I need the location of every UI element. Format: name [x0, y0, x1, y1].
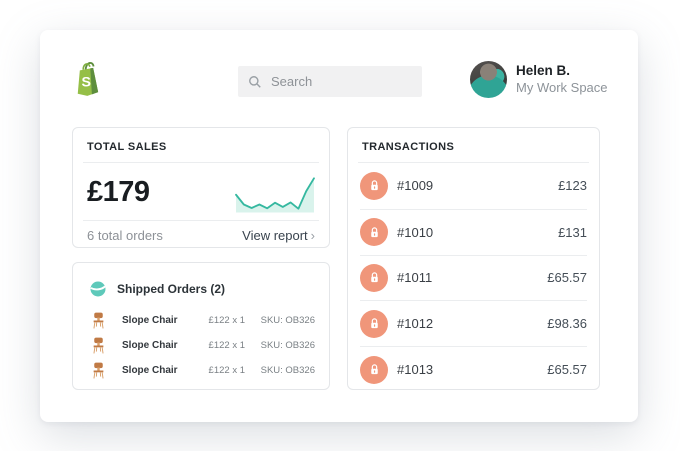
- lock-icon: [370, 272, 378, 283]
- total-orders-label: 6 total orders: [87, 228, 163, 243]
- transaction-id: #1009: [397, 178, 434, 194]
- divider: [83, 162, 319, 163]
- transaction-row[interactable]: #1011 £65.57: [360, 254, 587, 301]
- search-icon: [249, 75, 261, 88]
- total-sales-card: TOTAL SALES £179 6 total orders View rep…: [72, 127, 330, 248]
- transaction-id: #1010: [397, 224, 434, 240]
- transaction-row[interactable]: #1010 £131: [360, 208, 587, 255]
- chair-icon: [93, 337, 104, 354]
- user-name: Helen B.: [516, 62, 571, 78]
- lock-badge: [360, 218, 388, 247]
- shipped-order-row[interactable]: Slope Chair £122 x 1 SKU: OB326: [73, 333, 329, 358]
- product-price: £122 x 1: [208, 340, 245, 351]
- total-sales-amount: £179: [87, 176, 150, 208]
- lock-icon: [370, 364, 378, 375]
- shipped-order-row[interactable]: Slope Chair £122 x 1 SKU: OB326: [73, 358, 329, 383]
- lock-badge: [360, 309, 388, 338]
- product-name: Slope Chair: [122, 340, 178, 351]
- user-avatar[interactable]: [470, 61, 507, 98]
- user-workspace: My Work Space: [516, 79, 608, 95]
- transaction-id: #1013: [397, 362, 434, 378]
- view-report-link[interactable]: View report ›: [242, 228, 315, 243]
- lock-badge: [360, 263, 388, 292]
- shipped-sphere-icon: [90, 281, 106, 297]
- product-sku: SKU: OB326: [260, 340, 315, 351]
- lock-icon: [370, 318, 378, 329]
- transaction-amount: £65.57: [547, 362, 587, 378]
- transaction-amount: £98.36: [547, 316, 587, 332]
- total-sales-title: TOTAL SALES: [87, 141, 167, 153]
- product-name: Slope Chair: [122, 365, 178, 376]
- lock-icon: [370, 180, 378, 191]
- shipped-order-row[interactable]: Slope Chair £122 x 1 SKU: OB326: [73, 308, 329, 333]
- chair-icon: [93, 362, 104, 379]
- shipped-orders-card: Shipped Orders (2) Slope Chair £122 x 1 …: [72, 262, 330, 390]
- transactions-title: TRANSACTIONS: [362, 141, 455, 153]
- search-box[interactable]: [238, 66, 422, 97]
- product-sku: SKU: OB326: [260, 365, 315, 376]
- divider: [358, 162, 589, 163]
- product-sku: SKU: OB326: [260, 315, 315, 326]
- product-name: Slope Chair: [122, 315, 178, 326]
- divider: [83, 220, 319, 221]
- lock-badge: [360, 171, 388, 200]
- transaction-amount: £65.57: [547, 270, 587, 286]
- product-price: £122 x 1: [208, 315, 245, 326]
- shipped-orders-title: Shipped Orders (2): [117, 282, 226, 296]
- dashboard-panel: S Helen B. My Work Space TOTAL SALES £17…: [40, 30, 638, 422]
- transaction-row[interactable]: #1012 £98.36: [360, 300, 587, 346]
- lock-icon: [370, 227, 378, 237]
- lock-badge: [360, 355, 388, 384]
- chair-icon: [93, 312, 104, 329]
- svg-text:S: S: [82, 75, 91, 91]
- transaction-row[interactable]: #1009 £123: [360, 163, 587, 209]
- transaction-id: #1011: [397, 270, 433, 286]
- search-input[interactable]: [271, 74, 412, 89]
- shopify-logo-icon[interactable]: S: [74, 60, 104, 100]
- transaction-amount: £131: [558, 224, 587, 240]
- transaction-amount: £123: [558, 178, 587, 194]
- sales-sparkline-chart: [235, 176, 315, 212]
- transaction-id: #1012: [397, 316, 434, 332]
- user-menu[interactable]: Helen B. My Work Space: [470, 61, 608, 98]
- transactions-card: TRANSACTIONS #1009 £123: [347, 127, 600, 390]
- product-price: £122 x 1: [208, 365, 245, 376]
- transaction-row[interactable]: #1013 £65.57: [360, 346, 587, 392]
- chevron-right-icon: ›: [310, 228, 315, 243]
